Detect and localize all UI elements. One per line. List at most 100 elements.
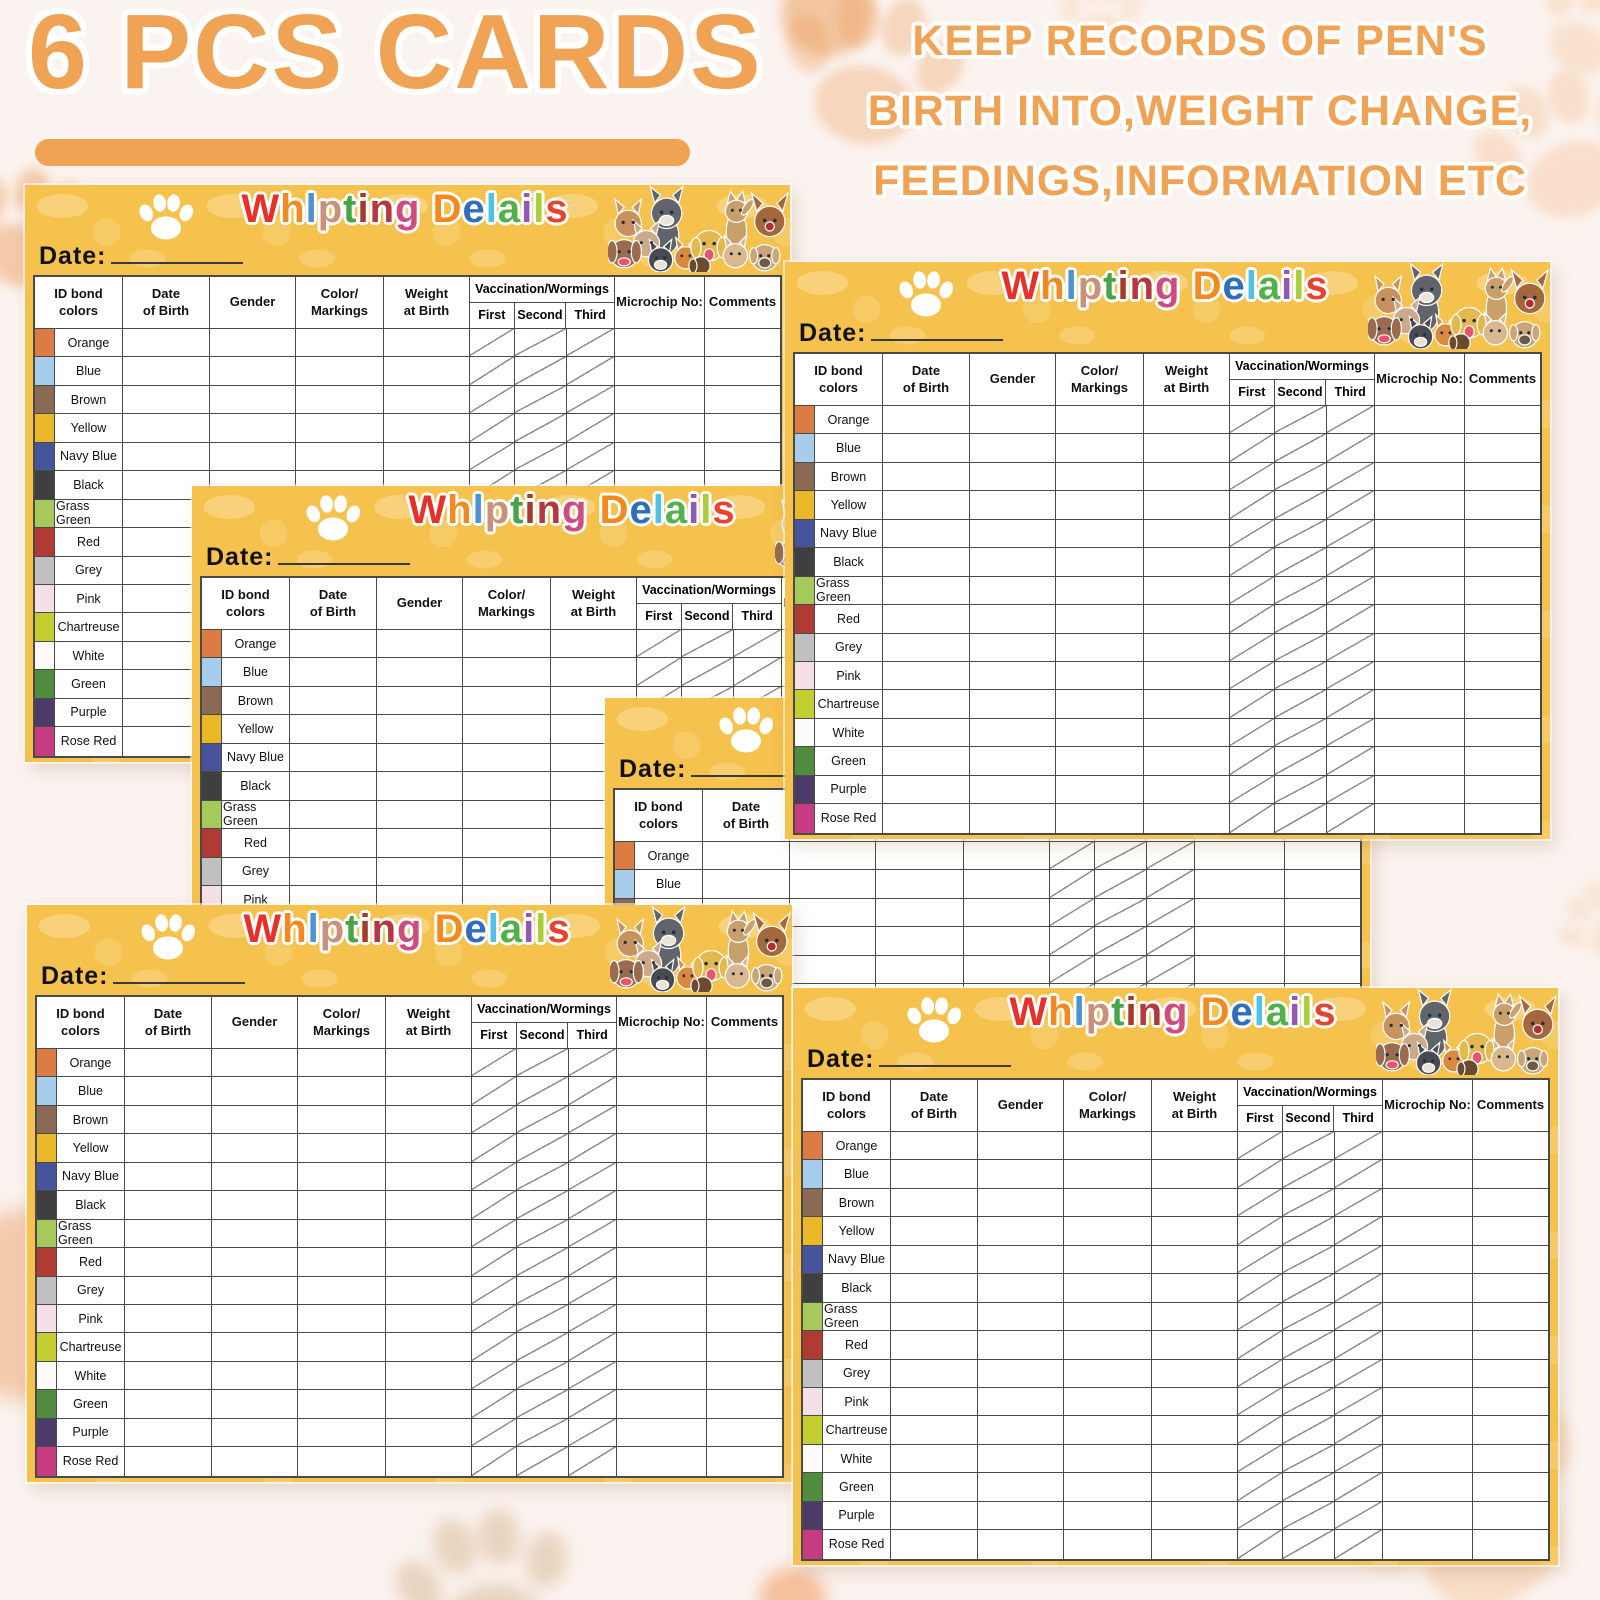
column-header-comments: Comments — [1473, 1080, 1548, 1132]
vaccination-first-cell — [472, 1162, 517, 1192]
vaccination-second-cell — [1283, 1387, 1335, 1417]
color-markings-cell — [1056, 633, 1144, 662]
date-of-birth-cell — [891, 1416, 978, 1445]
microchip-cell — [1375, 462, 1465, 492]
vaccination-wormings-label: Vaccination/Wormings — [470, 277, 614, 303]
color-markings-cell — [1056, 605, 1144, 634]
comments-cell — [705, 329, 780, 358]
vaccination-first-cell — [472, 1304, 517, 1334]
weight-at-birth-cell — [386, 1447, 472, 1476]
color-markings-cell — [298, 1304, 386, 1334]
pets-illustration — [608, 905, 792, 996]
color-markings-cell — [463, 800, 551, 830]
card-title-letter: l — [535, 907, 548, 951]
comments-cell — [1465, 662, 1540, 691]
card-title-letter: i — [359, 907, 372, 951]
column-header-date-of-birth: Date of Birth — [123, 277, 210, 329]
column-header-id-bond-colors: ID bond colors — [795, 354, 883, 406]
comments-cell — [707, 1362, 782, 1391]
id-color-swatch — [803, 1444, 823, 1474]
comments-cell — [1465, 776, 1540, 805]
id-color-label: Purple — [815, 775, 883, 805]
vaccination-third-cell — [567, 329, 615, 358]
date-of-birth-cell — [883, 491, 970, 520]
table-row-grass-green: Grass Green — [803, 1302, 1548, 1332]
color-markings-cell — [1064, 1416, 1152, 1445]
vaccination-second-cell — [517, 1162, 569, 1192]
table-row-orange: Orange — [615, 842, 1360, 871]
id-color-label: Brown — [222, 686, 290, 716]
gender-cell — [978, 1217, 1064, 1246]
card-title: Whlpting Delails — [367, 488, 777, 533]
date-of-birth-cell — [891, 1473, 978, 1502]
date-of-birth-cell — [125, 1248, 212, 1277]
card-title-letter — [587, 488, 599, 532]
vaccination-third-cell — [1147, 870, 1195, 899]
gender-cell — [970, 434, 1056, 463]
vaccination-second-cell — [1283, 1331, 1335, 1360]
color-markings-cell — [296, 385, 384, 415]
vaccination-third-cell — [734, 630, 782, 659]
id-color-label: Black — [222, 772, 290, 801]
microchip-cell — [617, 1049, 707, 1078]
column-header-third: Third — [741, 609, 773, 624]
vaccination-first-cell — [1238, 1501, 1283, 1531]
comments-cell — [1473, 1246, 1548, 1275]
subtitle-line-1: KEEP RECORDS OF PEN'S — [912, 17, 1488, 65]
gender-cell — [970, 718, 1056, 748]
pets-illustration — [1366, 262, 1550, 353]
id-color-swatch — [803, 1302, 823, 1332]
vaccination-third-cell — [567, 442, 615, 472]
vaccination-second-cell — [517, 1304, 569, 1334]
date-of-birth-cell — [891, 1274, 978, 1303]
id-color-swatch — [202, 686, 222, 716]
microchip-cell — [1383, 1217, 1473, 1246]
id-color-label: Rose Red — [57, 1447, 125, 1476]
table-row-brown: Brown — [803, 1188, 1548, 1218]
comments-cell — [1473, 1303, 1548, 1332]
comments-cell — [707, 1134, 782, 1163]
microchip-cell — [615, 414, 705, 443]
vaccination-first-cell — [1238, 1359, 1283, 1388]
card-title-letter: i — [521, 187, 534, 231]
id-color-swatch — [803, 1245, 823, 1275]
gender-cell — [978, 1188, 1064, 1218]
date-of-birth-cell — [891, 1245, 978, 1275]
comments-cell — [1473, 1445, 1548, 1474]
date-of-birth-cell — [290, 658, 377, 687]
table-row-navy-blue: Navy Blue — [795, 519, 1540, 549]
vaccination-third-cell — [1327, 804, 1375, 833]
comments-cell — [707, 1077, 782, 1106]
column-header-comments: Comments — [1465, 354, 1540, 406]
id-color-swatch — [795, 775, 815, 805]
card-title-letter: i — [1289, 990, 1302, 1034]
paw-icon — [137, 192, 195, 246]
id-color-label: Grass Green — [815, 576, 883, 606]
column-header-date-of-birth: Date of Birth — [290, 578, 377, 630]
microchip-cell — [1375, 633, 1465, 662]
weight-at-birth-cell — [1152, 1274, 1238, 1303]
weight-at-birth-cell — [386, 1105, 472, 1135]
date-blank-line — [878, 1065, 1011, 1067]
id-color-label: Grey — [57, 1276, 125, 1305]
table-row-black: Black — [803, 1274, 1548, 1303]
comments-cell — [1465, 804, 1540, 832]
gender-cell — [210, 385, 296, 415]
vaccination-third-cell — [1335, 1160, 1383, 1189]
card-title-letter: p — [484, 488, 511, 532]
comments-cell — [707, 1163, 782, 1192]
comments-cell — [707, 1447, 782, 1475]
table-row-white: White — [37, 1361, 782, 1391]
comments-cell — [707, 1191, 782, 1220]
column-header-first: First — [470, 302, 515, 328]
comments-cell — [1285, 927, 1360, 956]
column-header-id-bond-colors: ID bond colors — [37, 997, 125, 1049]
id-color-label: Navy Blue — [815, 519, 883, 549]
card-title-letter: g — [397, 907, 423, 951]
card-title: Whlpting Delails — [960, 264, 1370, 309]
vaccination-first-cell — [637, 658, 682, 687]
table-row-white: White — [803, 1444, 1548, 1474]
